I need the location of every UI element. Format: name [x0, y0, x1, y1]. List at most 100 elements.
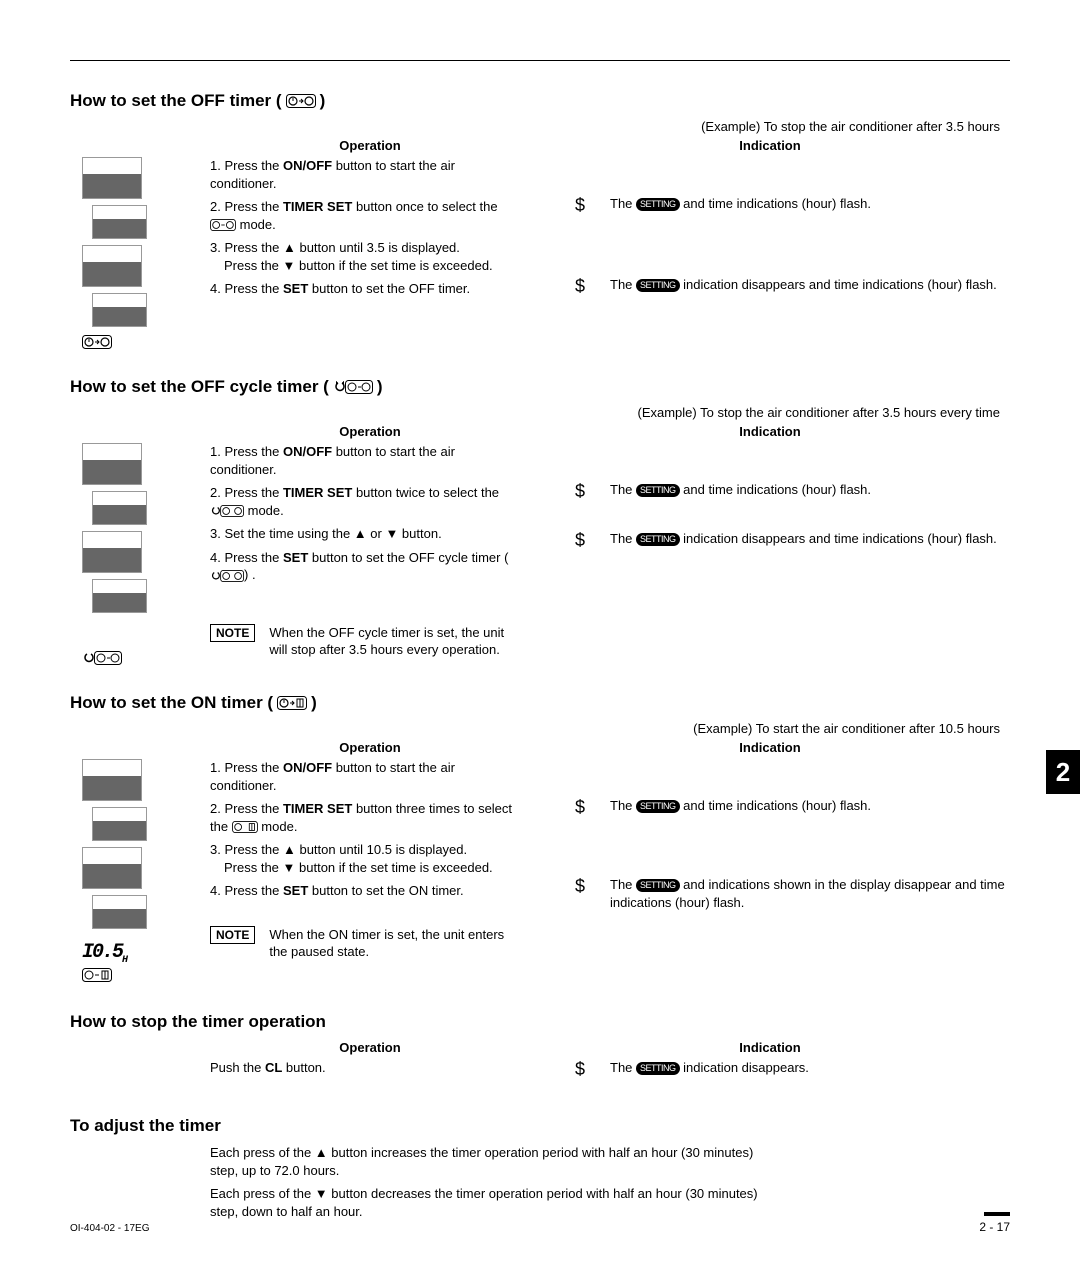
section-title-adjust: To adjust the timer: [70, 1116, 1010, 1136]
operation-steps: 1. Press the ON/OFF button to start the …: [210, 443, 530, 659]
op-step-1: 1. Press the ON/OFF button to start the …: [210, 157, 520, 192]
remote-image: [92, 895, 147, 929]
op-step-1: 1. Press the ON/OFF button to start the …: [210, 759, 520, 794]
indication-icon: $: [550, 530, 610, 551]
indication-icon: $: [550, 797, 610, 818]
remote-images: I0.5H: [70, 759, 210, 982]
indication-text: The SETTING and time indications (hour) …: [610, 195, 1010, 213]
indication-header: Indication: [530, 138, 1010, 153]
operation-header: Operation: [210, 424, 530, 439]
title-close-paren: ): [311, 693, 317, 713]
op-step-2: 2. Press the TIMER SET button once to se…: [210, 198, 520, 233]
section-title-off-cycle: How to set the OFF cycle timer ( ): [70, 377, 1010, 397]
section-title-on-timer: How to set the ON timer ( ): [70, 693, 1010, 713]
indication-header: Indication: [530, 1040, 1010, 1055]
off-timer-icon: [82, 335, 112, 349]
indication-icon: $: [550, 876, 610, 897]
operation-steps: 1. Press the ON/OFF button to start the …: [210, 157, 530, 304]
operation-steps: Push the CL button.: [210, 1059, 530, 1083]
columns-header: Operation Indication: [70, 740, 1010, 755]
op-step-4: 4. Press the SET button to set the OFF t…: [210, 280, 520, 298]
indication-text: The SETTING and time indications (hour) …: [610, 481, 1010, 499]
note-label: NOTE: [210, 624, 255, 642]
example-text: (Example) To start the air conditioner a…: [70, 721, 1010, 736]
side-tab-chapter: 2: [1046, 750, 1080, 794]
remote-image: [82, 245, 142, 287]
op-step-2: 2. Press the TIMER SET button twice to s…: [210, 484, 520, 519]
off-timer-icon: [286, 94, 316, 108]
remote-image: [92, 579, 147, 613]
columns-header: Operation Indication: [70, 138, 1010, 153]
on-timer-icon: [82, 968, 112, 982]
page-bar-icon: [984, 1212, 1010, 1216]
remote-image: [92, 807, 147, 841]
title-close-paren: ): [320, 91, 326, 111]
note-label: NOTE: [210, 926, 255, 944]
indication-row: $ The SETTING and time indications (hour…: [550, 481, 1010, 502]
remote-image: [82, 531, 142, 573]
section-stop-timer: How to stop the timer operation Operatio…: [70, 1012, 1010, 1088]
indication-column: $ The SETTING and time indications (hour…: [530, 443, 1010, 559]
section-title-stop: How to stop the timer operation: [70, 1012, 1010, 1032]
op-step-3: 3. Press the ▲ button until 3.5 is displ…: [210, 239, 520, 274]
indication-column: $ The SETTING indication disappears.: [530, 1059, 1010, 1088]
remote-images: [70, 443, 210, 665]
indication-row: $ The SETTING indication disappears and …: [550, 530, 1010, 551]
note-text: When the OFF cycle timer is set, the uni…: [269, 624, 520, 659]
remote-image: [82, 847, 142, 889]
page-number: 2 - 17: [979, 1220, 1010, 1234]
top-rule: [70, 60, 1010, 61]
footer-left: OI-404-02 - 17EG: [70, 1223, 149, 1234]
op-step-4: 4. Press the SET button to set the OFF c…: [210, 549, 520, 584]
op-step-2: 2. Press the TIMER SET button three time…: [210, 800, 520, 835]
title-text: How to set the ON timer (: [70, 693, 273, 713]
setting-pill: SETTING: [636, 800, 680, 813]
indication-column: $ The SETTING and time indications (hour…: [530, 157, 1010, 305]
off-cycle-icon: [82, 651, 122, 665]
indication-icon: $: [550, 276, 610, 297]
example-text: (Example) To stop the air conditioner af…: [70, 119, 1010, 134]
on-timer-icon: [232, 821, 258, 833]
footer-right: 2 - 17: [979, 1212, 1010, 1234]
remote-images: [70, 157, 210, 349]
setting-pill: SETTING: [636, 879, 680, 892]
remote-image: [92, 293, 147, 327]
adjust-text-1: Each press of the ▲ button increases the…: [210, 1144, 770, 1179]
op-step-1: 1. Press the ON/OFF button to start the …: [210, 443, 520, 478]
note-block: NOTE When the ON timer is set, the unit …: [210, 926, 520, 961]
setting-pill: SETTING: [636, 533, 680, 546]
setting-pill: SETTING: [636, 484, 680, 497]
indication-text: The SETTING indication disappears and ti…: [610, 530, 1010, 548]
note-text: When the ON timer is set, the unit enter…: [269, 926, 520, 961]
display-value: I0.5H: [82, 941, 126, 966]
title-close-paren: ): [377, 377, 383, 397]
setting-pill: SETTING: [636, 1062, 680, 1075]
indication-text: The SETTING and indications shown in the…: [610, 876, 1010, 911]
operation-header: Operation: [210, 138, 530, 153]
indication-text: The SETTING and time indications (hour) …: [610, 797, 1010, 815]
remote-image: [82, 759, 142, 801]
setting-pill: SETTING: [636, 198, 680, 211]
remote-image: [92, 205, 147, 239]
indication-icon: $: [550, 481, 610, 502]
operation-header: Operation: [210, 740, 530, 755]
indication-header: Indication: [530, 740, 1010, 755]
off-cycle-icon: [210, 505, 244, 517]
section-off-cycle-timer: How to set the OFF cycle timer ( ) (Exam…: [70, 377, 1010, 665]
example-text: (Example) To stop the air conditioner af…: [70, 405, 1010, 420]
indication-icon: $: [550, 195, 610, 216]
op-step-3: 3. Set the time using the ▲ or ▼ button.: [210, 525, 520, 543]
remote-image: [92, 491, 147, 525]
indication-row: $ The SETTING indication disappears.: [550, 1059, 1010, 1080]
indication-row: $ The SETTING indication disappears and …: [550, 276, 1010, 297]
section-on-timer: How to set the ON timer ( ) (Example) To…: [70, 693, 1010, 982]
operation-steps: 1. Press the ON/OFF button to start the …: [210, 759, 530, 961]
setting-pill: SETTING: [636, 279, 680, 292]
indication-header: Indication: [530, 424, 1010, 439]
indication-row: $ The SETTING and time indications (hour…: [550, 195, 1010, 216]
off-cycle-icon: [210, 570, 244, 582]
section-adjust-timer: To adjust the timer Each press of the ▲ …: [70, 1116, 1010, 1226]
columns-header: Operation Indication: [70, 1040, 1010, 1055]
section-off-timer: How to set the OFF timer ( ) (Example) T…: [70, 91, 1010, 349]
indication-text: The SETTING indication disappears.: [610, 1059, 1010, 1077]
